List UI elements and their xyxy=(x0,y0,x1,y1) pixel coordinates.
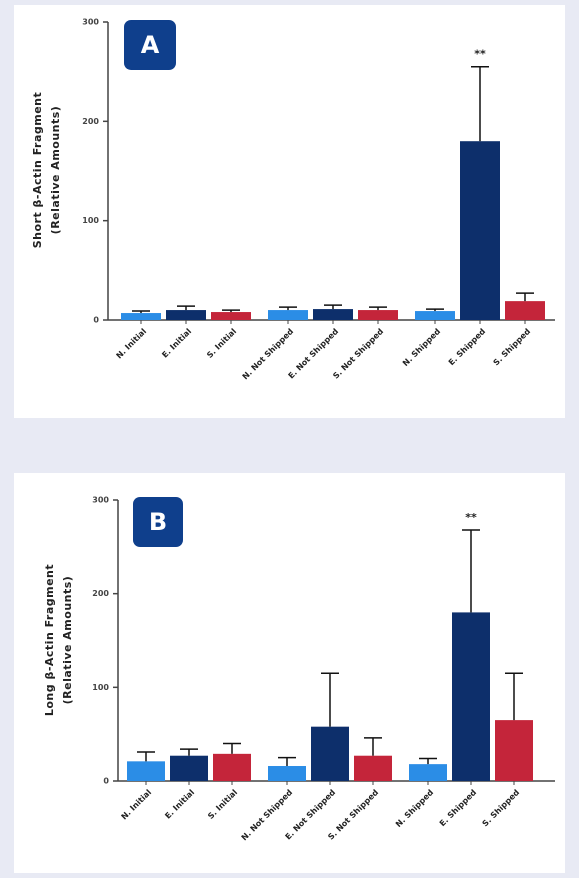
bar xyxy=(409,764,447,781)
panel-badge xyxy=(124,20,176,70)
significance-marker: ** xyxy=(465,511,477,524)
y-tick-label: 100 xyxy=(82,216,99,225)
y-axis-label: Short β-Actin Fragment xyxy=(31,92,44,249)
significance-marker: ** xyxy=(474,48,486,61)
y-tick-label: 300 xyxy=(92,496,109,505)
y-tick-label: 200 xyxy=(82,117,99,126)
bar xyxy=(268,766,306,781)
y-tick-label: 200 xyxy=(92,589,109,598)
bar xyxy=(354,755,392,781)
y-axis-label: Long β-Actin Fragment xyxy=(43,564,56,716)
y-tick-label: 0 xyxy=(103,777,109,786)
bar xyxy=(211,312,251,320)
panel-label: B xyxy=(149,508,167,536)
bar xyxy=(505,301,545,320)
panel-badge xyxy=(133,497,183,547)
bar xyxy=(121,313,161,320)
y-tick-label: 0 xyxy=(93,316,99,325)
y-tick-label: 300 xyxy=(82,18,99,27)
bar xyxy=(452,612,490,781)
y-axis-label: (Relative Amounts) xyxy=(49,106,62,235)
bar xyxy=(415,311,455,320)
bar xyxy=(495,720,533,781)
bar xyxy=(170,755,208,781)
bar xyxy=(358,310,398,320)
bar xyxy=(127,761,165,781)
bar xyxy=(213,753,251,781)
bar xyxy=(313,309,353,320)
bar xyxy=(268,310,308,320)
bar xyxy=(166,310,206,320)
panel-label: A xyxy=(141,31,160,59)
y-axis-label: (Relative Amounts) xyxy=(61,576,74,705)
bar xyxy=(460,141,500,320)
bar xyxy=(311,726,349,781)
y-tick-label: 100 xyxy=(92,683,109,692)
